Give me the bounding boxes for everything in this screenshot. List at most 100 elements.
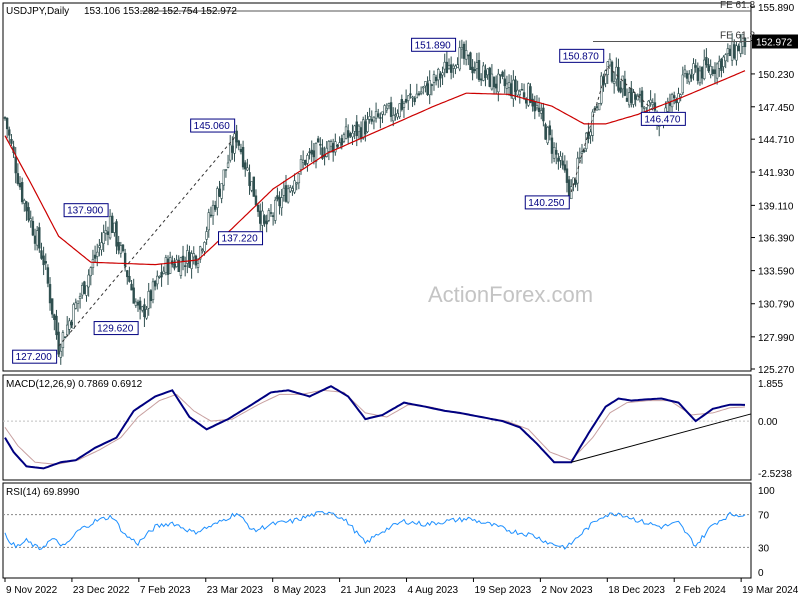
candle-body (66, 324, 69, 336)
candle-body (89, 267, 92, 277)
candle-body (720, 58, 723, 71)
candle-body (130, 283, 133, 291)
candle-body (312, 150, 316, 158)
macd-trend-line (571, 413, 752, 463)
candle-body (456, 64, 459, 68)
candle-body (316, 138, 320, 143)
candle-body (342, 134, 346, 142)
candle-body (460, 47, 464, 50)
watermark: ActionForex.com (428, 282, 593, 307)
candle-body (479, 78, 483, 81)
candle-body (35, 230, 39, 246)
candle-body (497, 73, 500, 93)
candle-body (177, 259, 180, 272)
candle-body (567, 179, 571, 196)
candle-body (522, 92, 526, 98)
candle-body (259, 210, 262, 224)
price-tick-label: 136.390 (758, 234, 795, 245)
candle-body (265, 220, 268, 225)
candle-body (728, 48, 732, 57)
candle-body (413, 97, 416, 103)
candle-body (23, 200, 26, 204)
candle-body (580, 151, 584, 154)
candle-body (304, 160, 307, 166)
candle-body (520, 89, 524, 91)
candle-body (535, 105, 539, 109)
candle-body (293, 180, 296, 193)
candle-body (226, 162, 230, 168)
candle-body (145, 309, 148, 319)
candle-body (128, 275, 131, 282)
price-panel-frame (2, 2, 752, 372)
candle-body (231, 145, 234, 153)
candle-body (467, 54, 470, 57)
candle-body (552, 147, 556, 159)
candle-body (516, 89, 519, 96)
candle-body (505, 83, 509, 89)
price-annotation-label: 140.250 (528, 198, 565, 209)
candle-body (574, 180, 577, 185)
candle-body (739, 41, 742, 54)
candle-body (331, 143, 335, 153)
macd-line (4, 385, 745, 470)
price-tick-label: 141.930 (758, 168, 795, 179)
candle-body (576, 157, 579, 184)
candle-body (531, 98, 534, 107)
candle-body (600, 75, 603, 104)
candle-body (27, 207, 30, 221)
candle-body (5, 117, 9, 130)
candle-body (149, 290, 153, 302)
price-annotation-box (190, 118, 236, 133)
candle-body (308, 151, 311, 154)
candle-body (244, 162, 247, 170)
price-tick-label: 125.270 (758, 365, 795, 376)
candle-body (407, 95, 410, 101)
x-tick-label: 8 May 2023 (274, 585, 327, 596)
candle-body (359, 127, 363, 140)
candle-body (627, 92, 631, 106)
candle-body (20, 182, 24, 203)
candle-body (546, 127, 549, 144)
candle-body (173, 263, 176, 269)
macd-layer: 1.855 0.00 -2.5238 (3, 379, 792, 480)
price-annotations: 127.200 137.900 129.620 145.060 137.220 151.8… (12, 37, 686, 364)
candle-body (222, 169, 225, 186)
candle-body (297, 173, 301, 184)
candle-body (621, 75, 624, 90)
candle-body (224, 168, 228, 171)
candle-body (158, 276, 161, 278)
fe-label: FE 61.8 (720, 0, 755, 11)
candle-body (372, 116, 376, 122)
candle-body (507, 82, 511, 88)
candle-body (370, 119, 373, 122)
candle-body (653, 102, 657, 111)
candle-body (327, 141, 331, 152)
candle-body (540, 110, 543, 114)
candle-body (640, 90, 644, 108)
candle-body (492, 76, 496, 88)
candle-body (121, 244, 125, 252)
candle-body (649, 99, 652, 103)
candle-body (134, 301, 138, 306)
price-annotation-box (63, 203, 109, 218)
candle-body (8, 129, 11, 136)
candle-body (673, 95, 676, 98)
candle-body (117, 242, 120, 251)
candle-body (250, 181, 253, 191)
candle-body (501, 71, 504, 77)
candle-body (100, 242, 103, 251)
candle-body (175, 259, 178, 267)
candle-body (381, 111, 384, 115)
candle-body (353, 125, 356, 132)
candle-body (462, 43, 466, 59)
macd-axis-label: 1.855 (758, 379, 783, 390)
candle-body (615, 66, 618, 80)
candle-body (357, 125, 361, 133)
chart-ohlc: 153.106 153.282 152.754 152.972 (84, 6, 237, 17)
macd-axis-label: -2.5238 (758, 469, 792, 480)
candle-body (570, 186, 573, 200)
candle-body (589, 131, 592, 136)
candle-body (477, 60, 481, 80)
candle-body (83, 281, 86, 294)
candle-body (351, 132, 354, 138)
